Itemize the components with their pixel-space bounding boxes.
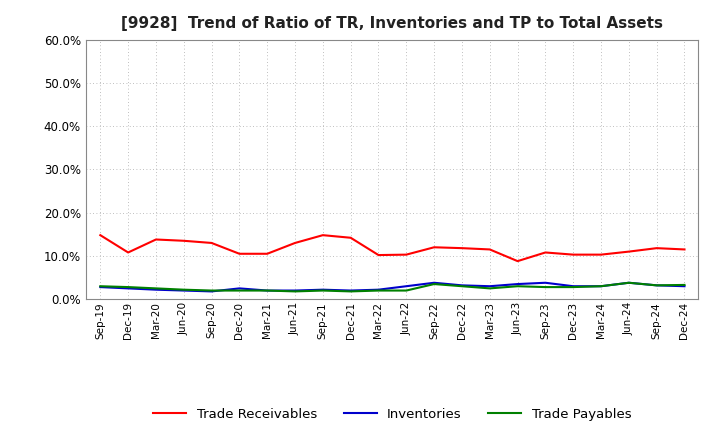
Inventories [96,284,104,290]
Trade Payables [680,282,689,288]
Inventories [541,280,550,286]
Trade Payables [485,286,494,291]
Trade Receivables [430,245,438,250]
Inventories [402,284,410,289]
Trade Receivables [346,235,355,240]
Line: Trade Receivables: Trade Receivables [100,235,685,261]
Trade Payables [402,288,410,293]
Inventories [263,288,271,293]
Inventories [430,280,438,286]
Trade Receivables [374,253,383,258]
Trade Payables [207,288,216,293]
Trade Receivables [513,258,522,264]
Inventories [485,284,494,289]
Trade Payables [374,288,383,293]
Inventories [207,289,216,294]
Trade Receivables [263,251,271,257]
Legend: Trade Receivables, Inventories, Trade Payables: Trade Receivables, Inventories, Trade Pa… [147,401,638,428]
Trade Receivables [235,251,243,257]
Line: Inventories: Inventories [100,283,685,291]
Inventories [179,288,188,293]
Trade Receivables [458,246,467,251]
Trade Payables [597,284,606,289]
Trade Payables [569,284,577,290]
Inventories [597,284,606,289]
Trade Payables [513,284,522,289]
Trade Payables [430,282,438,287]
Inventories [652,283,661,288]
Title: [9928]  Trend of Ratio of TR, Inventories and TP to Total Assets: [9928] Trend of Ratio of TR, Inventories… [122,16,663,32]
Trade Payables [235,288,243,293]
Trade Payables [179,287,188,292]
Inventories [624,280,633,286]
Inventories [152,287,161,292]
Trade Receivables [652,246,661,251]
Trade Receivables [96,232,104,238]
Line: Trade Payables: Trade Payables [100,283,685,291]
Trade Receivables [402,252,410,257]
Trade Payables [124,284,132,290]
Trade Payables [458,284,467,289]
Trade Receivables [485,247,494,252]
Trade Payables [624,280,633,286]
Inventories [318,287,327,292]
Inventories [680,284,689,289]
Trade Receivables [597,252,606,257]
Inventories [513,282,522,287]
Trade Payables [152,286,161,291]
Inventories [235,286,243,291]
Trade Receivables [624,249,633,254]
Inventories [458,283,467,288]
Trade Receivables [541,250,550,255]
Trade Receivables [124,250,132,255]
Trade Receivables [569,252,577,257]
Trade Payables [263,288,271,293]
Trade Payables [652,283,661,288]
Trade Receivables [291,240,300,246]
Trade Payables [541,284,550,290]
Trade Receivables [680,247,689,252]
Trade Payables [96,284,104,289]
Trade Receivables [318,232,327,238]
Trade Payables [291,289,300,294]
Inventories [569,284,577,289]
Trade Receivables [152,237,161,242]
Inventories [374,287,383,292]
Inventories [124,286,132,291]
Inventories [346,288,355,293]
Trade Receivables [179,238,188,243]
Inventories [291,288,300,293]
Trade Payables [346,289,355,294]
Trade Payables [318,288,327,293]
Trade Receivables [207,240,216,246]
